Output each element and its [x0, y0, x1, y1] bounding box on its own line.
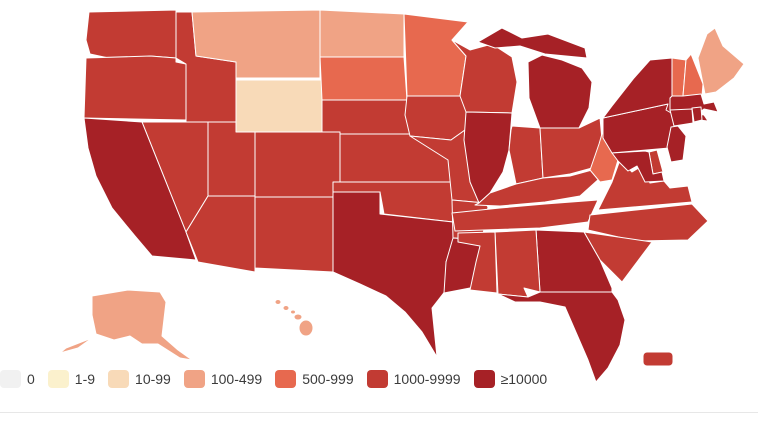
legend-swatch: [473, 370, 495, 388]
state-mississippi[interactable]: [457, 231, 498, 294]
state-colorado[interactable]: [254, 131, 341, 198]
state-arizona[interactable]: [185, 195, 256, 273]
state-minnesota[interactable]: [403, 13, 469, 97]
legend-item: 100-499: [183, 368, 275, 390]
state-new-mexico[interactable]: [254, 196, 334, 273]
legend-swatch: [275, 370, 297, 388]
legend-swatch: [183, 370, 205, 388]
state-hawaii-big-island[interactable]: [298, 319, 314, 337]
state-tennessee[interactable]: [451, 199, 599, 232]
state-florida[interactable]: [497, 291, 626, 383]
state-new-jersey[interactable]: [666, 125, 687, 163]
legend-label: 0: [27, 371, 35, 387]
us-choropleth-map: [59, 9, 745, 383]
state-hawaii-maui[interactable]: [293, 313, 303, 321]
state-wyoming[interactable]: [235, 79, 323, 133]
state-new-york[interactable]: [602, 57, 679, 119]
legend-swatch: [108, 370, 130, 388]
legend-item: 0: [0, 368, 48, 390]
state-hawaii-oahu[interactable]: [282, 305, 290, 311]
legend-label: ≥10000: [500, 371, 548, 387]
state-utah[interactable]: [207, 121, 256, 197]
bottom-divider: [0, 412, 758, 413]
legend-label: 10-99: [135, 371, 171, 387]
state-maine[interactable]: [697, 27, 745, 95]
state-california[interactable]: [83, 117, 197, 261]
state-indiana[interactable]: [508, 125, 544, 185]
legend-swatch: [47, 370, 69, 388]
us-map-svg: [59, 9, 745, 383]
state-south-dakota[interactable]: [319, 56, 408, 101]
state-virginia[interactable]: [597, 159, 693, 211]
state-michigan-upper[interactable]: [477, 27, 588, 59]
state-maryland[interactable]: [611, 150, 665, 183]
legend-item: 500-999: [275, 368, 366, 390]
state-alaska-aleutians[interactable]: [59, 337, 93, 354]
state-north-carolina[interactable]: [587, 203, 709, 242]
state-connecticut[interactable]: [669, 108, 694, 127]
state-alaska[interactable]: [91, 289, 193, 361]
legend-label: 100-499: [210, 371, 263, 387]
state-washington[interactable]: [85, 9, 177, 63]
legend-label: 1000-9999: [393, 371, 461, 387]
legend-swatch: [366, 370, 388, 388]
legend-label: 1-9: [74, 371, 96, 387]
state-michigan-lower[interactable]: [527, 54, 593, 129]
state-north-dakota[interactable]: [319, 9, 405, 58]
state-hawaii-kauai[interactable]: [274, 299, 282, 305]
legend-label: 500-999: [302, 371, 354, 387]
state-rhode-island[interactable]: [691, 106, 703, 123]
state-kentucky[interactable]: [474, 169, 601, 207]
state-hawaii-molokai[interactable]: [290, 309, 296, 315]
legend-item: 10-99: [108, 368, 184, 390]
state-iowa[interactable]: [404, 95, 469, 141]
state-wisconsin[interactable]: [451, 39, 518, 114]
state-alabama[interactable]: [494, 229, 541, 298]
legend-item: 1000-9999: [366, 368, 474, 390]
state-texas[interactable]: [332, 191, 454, 358]
territory-puerto-rico[interactable]: [642, 351, 674, 367]
legend-item: 1-9: [47, 368, 108, 390]
legend: 0 1-9 10-99 100-499 500-999 1000-9999 ≥10000: [0, 368, 560, 390]
legend-item: ≥10000: [473, 368, 561, 390]
legend-swatch: [0, 370, 21, 388]
state-oregon[interactable]: [83, 55, 187, 121]
